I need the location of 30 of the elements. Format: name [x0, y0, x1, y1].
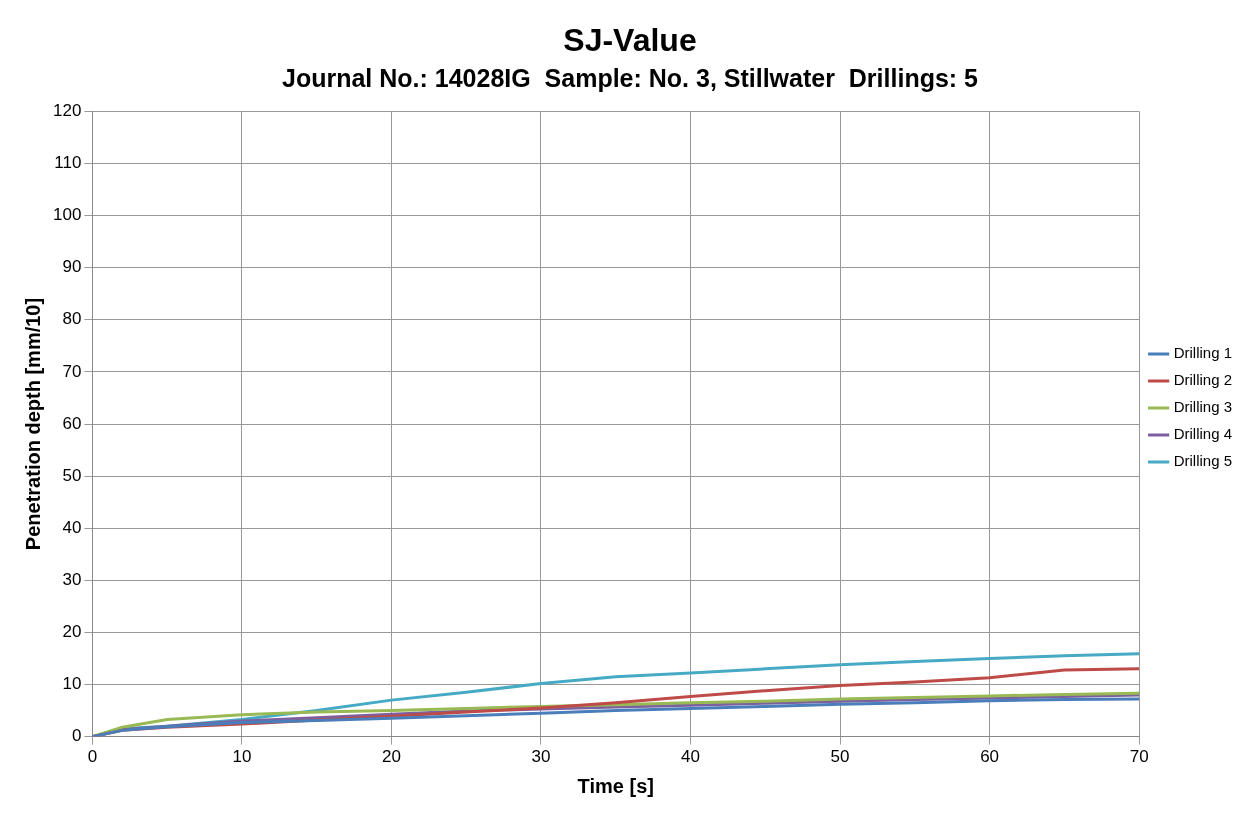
x-axis-title: Time [s]: [577, 774, 654, 797]
y-tick-label: 10: [62, 674, 82, 694]
x-tick-label: 60: [980, 747, 1000, 767]
legend-label: Drilling 1: [1173, 344, 1233, 362]
chart-title: SJ-Value: [563, 22, 697, 59]
x-tick-label: 10: [232, 747, 252, 767]
y-tick-label: 20: [62, 622, 82, 642]
legend-label: Drilling 4: [1173, 425, 1233, 443]
y-tick-label: 60: [62, 413, 82, 433]
x-tick-label: 0: [87, 747, 98, 767]
x-tick-label: 30: [531, 747, 551, 767]
y-axis-title: Penetration depth [mm/10]: [21, 297, 44, 551]
y-tick-label: 0: [71, 726, 82, 746]
chart-subtitle: Journal No.: 14028IG Sample: No. 3, Stillwater Drillings: 5: [281, 64, 979, 93]
legend-label: Drilling 5: [1173, 452, 1233, 470]
y-tick-label: 40: [62, 517, 82, 537]
legend-label: Drilling 3: [1173, 398, 1233, 416]
y-tick-label: 70: [62, 361, 82, 381]
x-tick-label: 50: [830, 747, 850, 767]
y-tick-label: 110: [54, 153, 82, 173]
legend-label: Drilling 2: [1173, 371, 1233, 389]
y-tick-label: 100: [52, 205, 82, 225]
y-tick-label: 50: [62, 465, 82, 485]
y-tick-label: 80: [62, 309, 82, 329]
y-tick-label: 90: [62, 257, 82, 277]
y-tick-label: 30: [62, 569, 82, 589]
x-tick-label: 20: [381, 747, 401, 767]
x-tick-label: 40: [681, 747, 700, 767]
x-tick-label: 70: [1129, 747, 1149, 767]
y-tick-label: 120: [52, 101, 82, 121]
